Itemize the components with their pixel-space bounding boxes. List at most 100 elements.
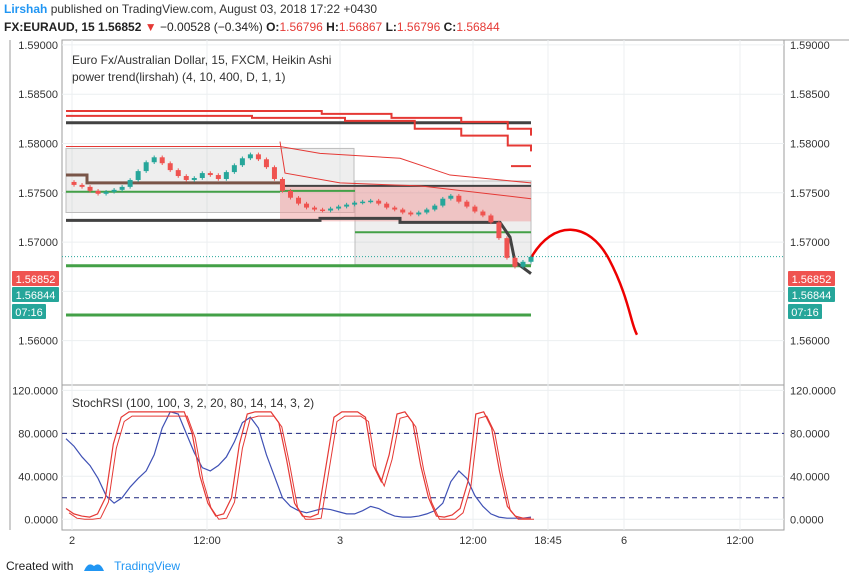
candle-body [304, 203, 310, 208]
candle-body [255, 154, 261, 160]
supply-line [66, 109, 532, 136]
candle-body [143, 162, 149, 172]
publisher-name[interactable]: Lirshah [4, 2, 48, 16]
candle-body [352, 202, 358, 205]
supply-line [66, 114, 532, 152]
candle-body [199, 173, 205, 178]
candle-body [167, 163, 173, 171]
open-label: O: [266, 20, 280, 34]
candle-body [496, 222, 502, 239]
candle-body [416, 212, 422, 215]
candle-body [296, 197, 301, 204]
osc-tick-right: 0.0000 [790, 514, 824, 526]
osc-series-0 [65, 411, 532, 519]
candle-body [287, 190, 293, 198]
low-label: L: [385, 20, 397, 34]
candle-body [191, 178, 197, 180]
last-price-label-right: 1.56852 [792, 274, 832, 286]
candle-body [528, 256, 534, 262]
x-tick: 2 [69, 535, 75, 547]
osc-tick-left: 0.0000 [24, 514, 58, 526]
symbol[interactable]: FX:EURAUD, 15 [4, 20, 95, 34]
candle-body [392, 207, 398, 210]
candle-body [520, 261, 526, 267]
publisher-line: Lirshah published on TradingView.com, Au… [4, 2, 377, 16]
countdown-label: 07:16 [15, 307, 43, 319]
candle-body [223, 172, 229, 179]
chart-title: Euro Fx/Australian Dollar, 15, FXCM, Hei… [72, 53, 331, 67]
high-label: H: [326, 20, 339, 34]
candle-body [512, 257, 518, 267]
x-tick: 12:00 [459, 535, 487, 547]
y-tick-left: 1.57000 [18, 237, 58, 249]
x-tick: 6 [621, 535, 627, 547]
footer: Created with TradingView [6, 559, 180, 573]
candle-body [312, 207, 318, 210]
osc-series-1-signal [68, 415, 534, 520]
close-price-label: 1.56844 [16, 290, 56, 302]
candle-body [231, 165, 237, 173]
osc-tick-left: 80.0000 [18, 428, 58, 440]
down-arrow-icon: ▼ [144, 20, 157, 34]
supply-line [279, 141, 532, 200]
y-tick-right: 1.59000 [790, 40, 830, 52]
candle-body [151, 157, 157, 163]
osc-title: StochRSI (100, 100, 3, 2, 20, 80, 14, 14… [72, 396, 314, 410]
candle-body [336, 206, 342, 209]
osc-tick-left: 120.0000 [12, 385, 58, 397]
countdown-label-right-bg [788, 304, 822, 319]
candle-body [239, 158, 245, 166]
candle-body [360, 201, 366, 204]
chart-frame [61, 39, 785, 531]
last-price-label-right-bg [788, 271, 835, 286]
supply-line [66, 145, 532, 184]
countdown-label-right: 07:16 [791, 307, 819, 319]
symbol-line: FX:EURAUD, 15 1.56852 ▼ −0.00528 (−0.34%… [4, 20, 500, 34]
osc-tick-right: 120.0000 [790, 385, 836, 397]
tradingview-brand[interactable]: TradingView [114, 559, 181, 573]
price-change: −0.00528 (−0.34%) [160, 20, 263, 34]
candle-body [320, 209, 326, 212]
y-tick-left: 1.58000 [18, 139, 58, 151]
candle-body [215, 175, 221, 179]
countdown-label-bg [12, 304, 46, 319]
candle-body [400, 209, 406, 213]
candle-body [111, 189, 117, 192]
candle-body [504, 238, 510, 258]
candle-body [440, 198, 446, 206]
trend-line [66, 216, 532, 275]
osc-tick-left: 40.0000 [18, 471, 58, 483]
low-value: 1.56796 [396, 20, 441, 34]
candle-body [183, 176, 189, 180]
y-tick-right: 1.58500 [790, 89, 830, 101]
candle-body [432, 205, 438, 210]
candle-body [247, 154, 253, 159]
candle-body [464, 201, 470, 207]
close-price-label-right: 1.56844 [792, 290, 832, 302]
candle-body [95, 190, 101, 194]
y-tick-left: 1.56000 [18, 336, 58, 348]
candle-body [175, 170, 181, 177]
last-price: 1.56852 [98, 20, 142, 34]
y-tick-left: 1.57500 [18, 188, 58, 200]
osc-series-1 [65, 411, 531, 519]
candle-body [456, 195, 462, 202]
published-text: published on TradingView.com, August 03,… [50, 2, 378, 16]
osc-tick-right: 80.0000 [790, 428, 830, 440]
y-tick-right: 1.57000 [790, 237, 830, 249]
y-tick-left: 1.58500 [18, 89, 58, 101]
open-value: 1.56796 [279, 20, 323, 34]
candle-body [368, 200, 374, 203]
candle-body [384, 203, 390, 208]
osc-tick-right: 40.0000 [790, 471, 830, 483]
y-tick-right: 1.57500 [790, 188, 830, 200]
candle-body [119, 186, 125, 190]
last-price-label-bg [12, 271, 59, 286]
candle-body [207, 173, 213, 176]
high-value: 1.56867 [338, 20, 383, 34]
close-price-label-bg [12, 287, 59, 302]
candle-body [480, 211, 486, 216]
close-label: C: [443, 20, 457, 34]
candle-body [488, 215, 494, 223]
